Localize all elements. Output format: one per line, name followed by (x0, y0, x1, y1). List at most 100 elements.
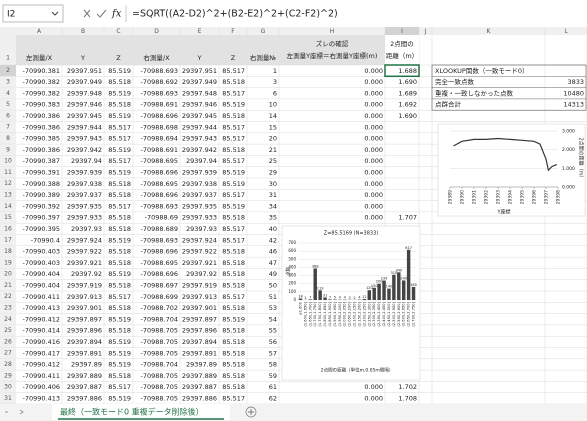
cell[interactable]: 29397.913 (182, 293, 217, 301)
cell[interactable]: -70990.412 (23, 315, 61, 323)
cell[interactable]: 85.517 (222, 191, 245, 199)
name-box[interactable] (2, 4, 64, 23)
cell[interactable]: 29397.951 (67, 67, 102, 75)
cell[interactable]: 85.518 (108, 304, 131, 312)
cell[interactable]: 0.000 (364, 67, 383, 75)
cell[interactable]: -70988.695 (141, 157, 179, 165)
sheet-tab[interactable] (52, 404, 230, 420)
cell[interactable]: 1.688 (398, 67, 417, 75)
row-number[interactable]: 25 (4, 327, 12, 334)
cell[interactable]: -70988.691 (141, 101, 179, 109)
cell[interactable]: 85.518 (108, 225, 131, 233)
cell[interactable]: 29397.897 (182, 315, 217, 323)
cell[interactable]: -70990.416 (23, 338, 61, 346)
cell[interactable]: 1 (273, 67, 277, 75)
cell[interactable]: -70988.694 (141, 135, 179, 143)
cell[interactable]: 85.518 (108, 180, 131, 188)
cell[interactable]: 85.518 (108, 327, 131, 335)
cell[interactable]: 29397.922 (67, 248, 102, 256)
cell[interactable]: 85.519 (108, 67, 131, 75)
cell[interactable]: -70988.696 (141, 112, 179, 120)
cell[interactable]: 29397.921 (182, 259, 217, 267)
cell[interactable]: 1.690 (398, 112, 417, 120)
cell[interactable]: -70990.414 (23, 327, 61, 335)
cell[interactable]: 1.708 (398, 395, 417, 403)
cell[interactable]: 29397.935 (67, 202, 102, 210)
cell[interactable]: 29397.949 (67, 78, 102, 86)
cell[interactable]: -70988.698 (141, 123, 179, 131)
cell[interactable]: -70988.705 (141, 372, 179, 380)
cell[interactable]: 29397.887 (67, 383, 102, 391)
cell[interactable]: 29397.887 (182, 383, 217, 391)
column-header[interactable]: E (198, 28, 202, 35)
row-number[interactable]: 3 (6, 78, 10, 85)
cell[interactable]: 29397.93 (186, 225, 217, 233)
cell[interactable]: 35 (269, 214, 277, 222)
cell[interactable]: 0.000 (364, 101, 383, 109)
cell[interactable]: 85.517 (222, 293, 245, 301)
cell[interactable]: 85.518 (222, 383, 245, 391)
cell[interactable]: 58 (269, 361, 277, 369)
cell[interactable]: 29397.937 (67, 191, 102, 199)
cell[interactable]: -70988.689 (141, 225, 179, 233)
cell[interactable]: 0.000 (364, 157, 383, 165)
cell[interactable]: 29397.938 (182, 180, 217, 188)
cell[interactable]: 61 (269, 383, 277, 391)
cell[interactable]: 85.518 (108, 248, 131, 256)
cell[interactable]: -70990.392 (23, 202, 61, 210)
row-number[interactable]: 9 (6, 146, 10, 153)
cell[interactable]: 85.517 (222, 395, 245, 403)
cell[interactable]: 85.517 (222, 157, 245, 165)
cell[interactable]: 29397.901 (67, 304, 102, 312)
cell[interactable]: 85.519 (108, 315, 131, 323)
row-number[interactable]: 4 (6, 90, 10, 97)
add-sheet[interactable] (245, 406, 257, 418)
cell[interactable]: 29397.948 (182, 89, 217, 97)
column-header[interactable]: J (424, 28, 427, 35)
cell[interactable]: 29397.886 (67, 395, 102, 403)
cell[interactable]: 0.000 (364, 169, 383, 177)
row-number[interactable]: 18 (4, 248, 12, 255)
cell[interactable]: 29397.94 (71, 157, 102, 165)
cell[interactable]: 29397.944 (67, 123, 102, 131)
cell[interactable]: -70990.391 (23, 169, 61, 177)
row-number[interactable]: 29 (4, 372, 12, 379)
cell[interactable]: -70990.382 (23, 78, 61, 86)
cell[interactable]: -70990.388 (23, 180, 61, 188)
row-number[interactable]: 19 (4, 259, 12, 266)
cell[interactable]: 29397.896 (182, 327, 217, 335)
tab-nav[interactable] (5, 409, 24, 415)
cell[interactable]: -70990.395 (23, 225, 61, 233)
cell[interactable]: 85.518 (108, 101, 131, 109)
cell[interactable]: -70988.704 (141, 361, 179, 369)
cell[interactable]: 85.518 (222, 338, 245, 346)
cell[interactable]: 29397.951 (182, 67, 217, 75)
column-header[interactable]: A (37, 28, 42, 35)
cell[interactable]: 29397.901 (182, 304, 217, 312)
cell[interactable]: 1.707 (398, 214, 417, 222)
cell[interactable]: 85.518 (222, 146, 245, 154)
cell[interactable]: 85.517 (222, 225, 245, 233)
cell[interactable]: -70990.386 (23, 146, 61, 154)
cell[interactable]: 29397.944 (182, 123, 217, 131)
cell[interactable]: -70988.693 (141, 236, 179, 244)
cell[interactable]: 29397.945 (67, 112, 102, 120)
cell[interactable]: 29397.889 (182, 372, 217, 380)
cell[interactable]: 85.518 (222, 248, 245, 256)
cell[interactable]: 29397.943 (182, 135, 217, 143)
cell[interactable]: 47 (269, 259, 277, 267)
row-number[interactable]: 21 (4, 282, 12, 289)
cell[interactable]: 29397.919 (67, 282, 102, 290)
cell[interactable]: -70988.705 (141, 338, 179, 346)
cell[interactable]: 20 (269, 135, 277, 143)
cell[interactable]: 46 (269, 248, 277, 256)
cell[interactable]: -70990.382 (23, 89, 61, 97)
cell[interactable]: 29397.942 (67, 146, 102, 154)
cell[interactable]: 29397.896 (67, 327, 102, 335)
column-header[interactable]: G (261, 28, 266, 35)
chart-area[interactable] (281, 225, 421, 381)
cell[interactable]: 85.519 (108, 270, 131, 278)
cell[interactable]: 85.518 (222, 349, 245, 357)
cell[interactable]: 29397.913 (67, 293, 102, 301)
cell[interactable]: 29397.92 (186, 270, 217, 278)
